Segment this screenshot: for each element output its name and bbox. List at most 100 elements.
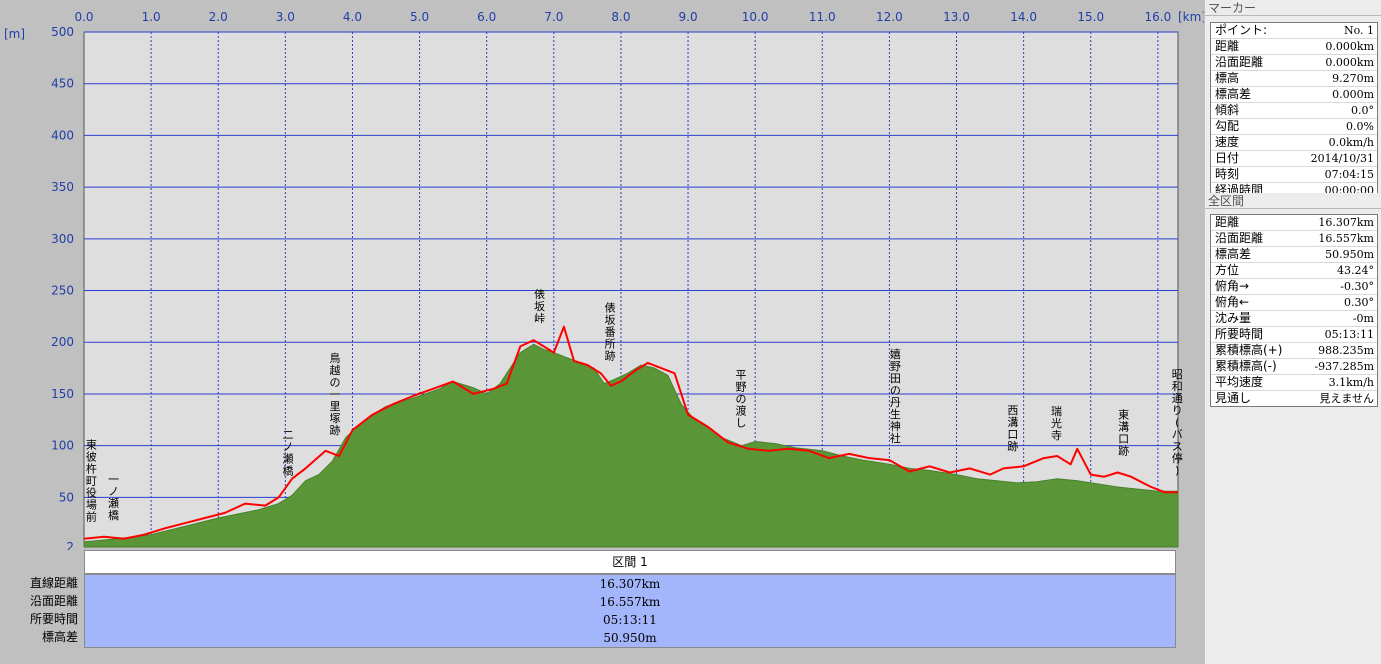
- y-tick-label: 400: [51, 128, 74, 142]
- row-label: 標高差: [41, 630, 78, 644]
- section-duration: 05:13:11: [603, 613, 657, 627]
- info-sidebar: マーカー ポイント: No. 1 距離 0.000km 沿面距離 0.000km 標高 9.2…: [1205, 0, 1381, 664]
- y-tick-label: 50: [59, 490, 74, 504]
- elevation-chart[interactable]: 500 450 400 350 300 250 200 150 100 50 2 0.0 1.0 2.0…: [0, 0, 1204, 550]
- info-value: 43.24°: [1337, 264, 1374, 277]
- info-value: 05:13:11: [1324, 328, 1374, 341]
- x-tick-label: 3.0: [276, 10, 295, 24]
- info-row: 距離 16.307km: [1211, 215, 1377, 231]
- info-row: 俯角→ -0.30°: [1211, 279, 1377, 295]
- info-row: 沿面距離 16.557km: [1211, 231, 1377, 247]
- info-key: 累積標高(+): [1215, 343, 1283, 357]
- info-value: 07:04:15: [1324, 168, 1374, 181]
- info-value: -937.285m: [1314, 360, 1374, 373]
- info-row: 沈み量 -0m: [1211, 311, 1377, 327]
- info-key: 時刻: [1215, 167, 1240, 181]
- info-value: 16.307km: [1318, 216, 1374, 229]
- landmark-label: 俵坂峠: [534, 288, 545, 325]
- y-tick-label: 500: [51, 25, 74, 39]
- info-row: 所要時間 05:13:11: [1211, 327, 1377, 343]
- landmark-label: 鳥越の一里塚跡: [329, 351, 340, 437]
- info-row: 標高 9.270m: [1211, 71, 1377, 87]
- y-axis-ticks: 500 450 400 350 300 250 200 150 100 50 2: [51, 25, 74, 550]
- landmark-label: 俵坂番所跡: [605, 301, 616, 362]
- landmark-label: 二ノ瀬橋: [282, 429, 293, 478]
- x-tick-label: 10.0: [742, 10, 769, 24]
- x-tick-label: 11.0: [809, 10, 836, 24]
- info-value: 0.0°: [1351, 104, 1374, 117]
- info-key: 日付: [1215, 151, 1240, 165]
- info-value: 0.000km: [1325, 40, 1374, 53]
- x-tick-label: 1.0: [142, 10, 161, 24]
- info-value: 988.235m: [1318, 344, 1374, 357]
- landmark-label: 昭和通り(バス停): [1172, 368, 1183, 477]
- landmark-label: 瑞光寺: [1051, 404, 1062, 442]
- info-key: ポイント:: [1215, 23, 1268, 37]
- info-value: 9.270m: [1332, 72, 1374, 85]
- y-axis-unit: [m]: [4, 27, 25, 41]
- total-table: 距離 16.307km 沿面距離 16.557km 標高差 50.950m 方位 43.24°…: [1210, 214, 1378, 407]
- landmark-label: 西溝口跡: [1007, 404, 1018, 453]
- marker-table: ポイント: No. 1 距離 0.000km 沿面距離 0.000km 標高 9.270m 標高…: [1210, 22, 1378, 199]
- info-value: 0.000m: [1332, 88, 1374, 101]
- info-row: 累積標高(-) -937.285m: [1211, 359, 1377, 375]
- info-row: 日付 2014/10/31: [1211, 151, 1377, 167]
- y-tick-label: 450: [51, 77, 74, 91]
- profile-panel: 500 450 400 350 300 250 200 150 100 50 2 0.0 1.0 2.0…: [0, 0, 1204, 648]
- info-key: 俯角→: [1215, 279, 1250, 293]
- landmark-label: 東溝口跡: [1118, 409, 1129, 458]
- info-value: -0m: [1352, 312, 1374, 325]
- landmark-label: 嬉野田の丹生神社: [890, 347, 901, 445]
- landmark-label: 東彼杵町役場前: [86, 439, 97, 524]
- info-row: 平均速度 3.1km/h: [1211, 375, 1377, 391]
- track-polyline: [83, 325, 1178, 540]
- y-tick-label: 200: [51, 335, 74, 349]
- info-value: 0.30°: [1344, 296, 1374, 309]
- section-header[interactable]: 区間 1: [84, 550, 1176, 574]
- row-label: 沿面距離: [29, 594, 78, 608]
- y-tick-label: 250: [51, 284, 74, 298]
- x-tick-label: 0.0: [74, 10, 93, 24]
- section-straight-distance: 16.307km: [599, 577, 661, 591]
- x-tick-label: 12.0: [876, 10, 903, 24]
- info-key: 見通し: [1215, 391, 1252, 405]
- x-tick-label: 6.0: [477, 10, 496, 24]
- x-axis-ticks: 0.0 1.0 2.0 3.0 4.0 5.0 6.0 7.0 8.0 9.0 10.0 11.0 12…: [74, 10, 1171, 24]
- section-stats: 16.307km 16.557km 05:13:11 50.950m: [84, 574, 1176, 648]
- info-value: 0.000km: [1325, 56, 1374, 69]
- y-tick-label: 150: [51, 387, 74, 401]
- info-key: 沈み量: [1215, 311, 1252, 325]
- x-tick-label: 13.0: [943, 10, 970, 24]
- total-heading: 全区間: [1205, 193, 1381, 209]
- x-tick-label: 4.0: [343, 10, 362, 24]
- landmark-label: 一ノ瀬橋: [108, 473, 119, 522]
- info-key: 傾斜: [1215, 103, 1240, 117]
- info-key: 俯角←: [1215, 295, 1250, 309]
- terrain-fill: [83, 343, 1179, 548]
- info-key: 標高差: [1215, 87, 1252, 101]
- info-key: 沿面距離: [1215, 231, 1264, 245]
- row-label: 所要時間: [29, 612, 78, 626]
- info-value: 0.0%: [1346, 120, 1374, 133]
- info-value: 3.1km/h: [1328, 376, 1374, 389]
- info-key: 距離: [1215, 215, 1240, 229]
- info-key: 速度: [1215, 135, 1240, 149]
- row-label: 直線距離: [29, 576, 78, 590]
- x-tick-label: 2.0: [209, 10, 228, 24]
- x-tick-label: 8.0: [611, 10, 630, 24]
- landmark-label: 平野の渡し: [736, 369, 747, 430]
- info-value: No. 1: [1343, 24, 1374, 37]
- info-row: 方位 43.24°: [1211, 263, 1377, 279]
- x-tick-label: 5.0: [410, 10, 429, 24]
- terrain-area: [83, 343, 1179, 548]
- x-axis-unit: [km]: [1178, 10, 1204, 24]
- info-row: 傾斜 0.0°: [1211, 103, 1377, 119]
- info-row: ポイント: No. 1: [1211, 23, 1377, 39]
- x-tick-label: 7.0: [544, 10, 563, 24]
- info-key: 所要時間: [1215, 327, 1264, 341]
- info-key: 勾配: [1215, 119, 1240, 133]
- info-key: 標高: [1215, 71, 1240, 85]
- x-tick-label: 14.0: [1010, 10, 1037, 24]
- y-tick-label: 2: [66, 540, 74, 550]
- x-tick-label: 9.0: [679, 10, 698, 24]
